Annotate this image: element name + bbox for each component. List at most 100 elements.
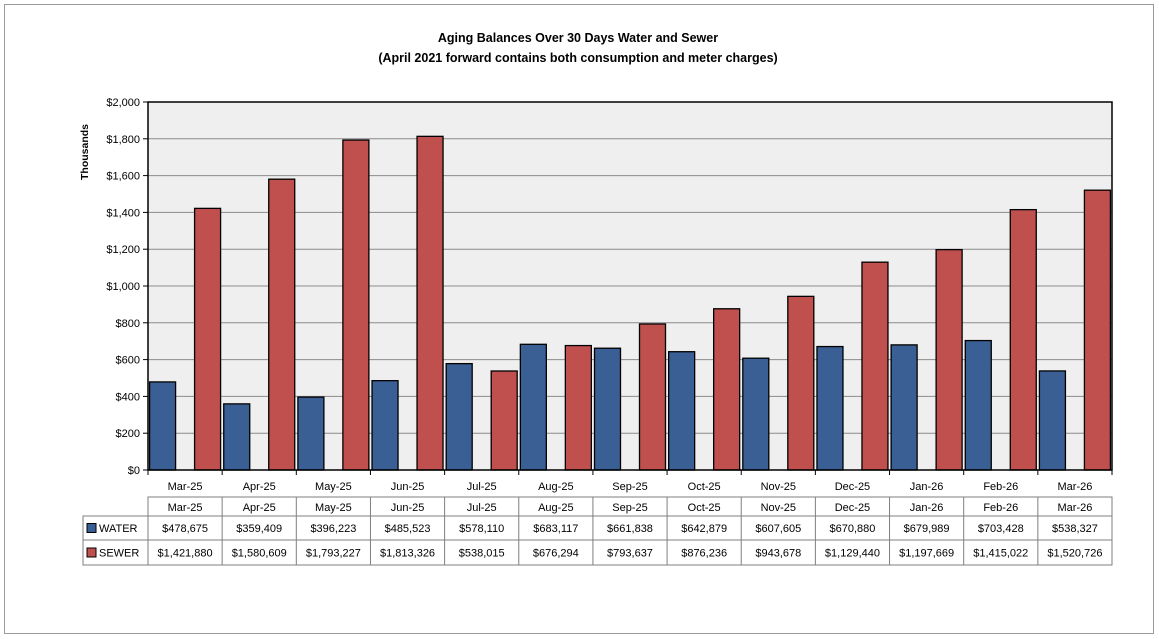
data-label-water: $703,428 — [978, 523, 1024, 535]
bar-water — [816, 345, 844, 471]
bar-sewer — [861, 261, 889, 471]
data-label-water: $538,327 — [1052, 523, 1098, 535]
x-tick-label: Apr-25 — [243, 481, 276, 493]
data-label-sewer: $1,415,022 — [973, 548, 1028, 560]
data-table: Mar-25 Apr-25 May-25 Jun-25 Jul-25 Aug-25 Sep-… — [82, 496, 1113, 566]
table-header-cell: Sep-25 — [612, 502, 647, 514]
data-label-water: $661,838 — [607, 523, 653, 535]
y-tick-label: $800 — [116, 318, 140, 330]
y-tick-label: $400 — [116, 391, 140, 403]
x-tick-label: Mar-25 — [168, 481, 203, 493]
data-label-sewer: $1,813,326 — [380, 548, 435, 560]
data-label-sewer: $793,637 — [607, 548, 653, 560]
y-tick-label: $2,000 — [106, 97, 140, 109]
y-tick-label: $1,000 — [106, 281, 140, 293]
chart-subtitle: (April 2021 forward contains both consum… — [378, 51, 777, 65]
x-tick-label: Dec-25 — [835, 481, 870, 493]
bar-water — [890, 344, 918, 471]
data-label-sewer: $1,793,227 — [306, 548, 361, 560]
data-label-sewer: $676,294 — [533, 548, 579, 560]
bar-water — [1038, 370, 1067, 471]
table-header-cell: Dec-25 — [835, 502, 870, 514]
plot-area: $0 $200 $400 $600 $800 $1,000 $1,200 $1,400 $1,6… — [106, 97, 1113, 493]
y-tick-label: $600 — [116, 355, 140, 367]
legend-swatch-sewer — [86, 547, 97, 558]
table-header-cell: Mar-26 — [1058, 502, 1093, 514]
table-header-cell: May-25 — [315, 502, 352, 514]
data-label-sewer: $538,015 — [459, 548, 505, 560]
plot-border — [147, 101, 1113, 471]
table-header-cell: Aug-25 — [538, 502, 573, 514]
table-header-cell: Oct-25 — [688, 502, 721, 514]
x-tick-label: Mar-26 — [1058, 481, 1093, 493]
y-tick-label: $1,600 — [106, 171, 140, 183]
bar-water — [371, 380, 399, 471]
data-label-water: $670,880 — [830, 523, 876, 535]
table-header-cell: Feb-26 — [983, 502, 1018, 514]
bar-water — [445, 362, 473, 471]
y-tick-label: $1,400 — [106, 207, 140, 219]
data-label-sewer: $876,236 — [681, 548, 727, 560]
table-header-cell: Mar-25 — [168, 502, 203, 514]
bar-sewer — [342, 139, 370, 471]
data-label-water: $396,223 — [310, 523, 356, 535]
bar-sewer — [268, 178, 296, 471]
data-label-water: $578,110 — [459, 523, 504, 535]
x-tick-label: Sep-25 — [612, 481, 647, 493]
data-label-sewer: $1,421,880 — [158, 548, 213, 560]
table-header-cell: Nov-25 — [761, 502, 796, 514]
y-tick-label: $1,800 — [106, 134, 140, 146]
bar-sewer — [1083, 189, 1112, 471]
bar-sewer — [638, 323, 667, 471]
data-label-water: $642,879 — [681, 523, 727, 535]
bar-water — [148, 381, 177, 471]
x-tick-label: Jun-25 — [391, 481, 425, 493]
x-tick-label: Jan-26 — [910, 481, 944, 493]
y-tick-label: $0 — [128, 465, 140, 477]
y-tick-label: $1,200 — [106, 244, 140, 256]
bar-sewer — [787, 295, 815, 471]
x-tick-label: Jul-25 — [467, 481, 497, 493]
table-header-cell: Jul-25 — [467, 502, 497, 514]
y-tick-label: $200 — [116, 428, 140, 440]
table-header-cell: Jan-26 — [910, 502, 944, 514]
legend-swatch-water — [86, 523, 97, 533]
table-row-sewer — [82, 539, 1113, 566]
bar-sewer — [490, 370, 518, 471]
data-label-sewer: $1,129,440 — [825, 548, 880, 560]
bar-water — [223, 403, 251, 471]
bar-sewer — [713, 308, 741, 471]
chart-title: Aging Balances Over 30 Days Water and Se… — [438, 31, 718, 45]
legend-label-water: WATER — [99, 523, 138, 535]
data-label-water: $679,989 — [904, 523, 950, 535]
x-tick-label: Nov-25 — [761, 481, 796, 493]
data-label-water: $607,605 — [755, 523, 801, 535]
bar-water — [742, 357, 770, 471]
data-label-sewer: $943,678 — [755, 548, 801, 560]
x-tick-label: Feb-26 — [983, 481, 1018, 493]
data-label-water: $478,675 — [162, 523, 208, 535]
data-label-sewer: $1,197,669 — [899, 548, 954, 560]
data-label-sewer: $1,580,609 — [232, 548, 287, 560]
x-tick-label: May-25 — [315, 481, 352, 493]
legend-label-sewer: SEWER — [99, 548, 139, 560]
bar-sewer — [564, 344, 592, 471]
bar-sewer — [416, 135, 444, 471]
data-label-water: $359,409 — [236, 523, 282, 535]
bar-sewer — [935, 248, 963, 471]
y-axis-label: Thousands — [79, 124, 91, 180]
table-header-cell: Jun-25 — [391, 502, 425, 514]
table-header-cell: Apr-25 — [243, 502, 276, 514]
data-label-water: $683,117 — [533, 523, 578, 535]
x-tick-label: Oct-25 — [688, 481, 721, 493]
bar-sewer — [193, 207, 222, 471]
data-label-sewer: $1,520,726 — [1047, 548, 1102, 560]
bar-water — [593, 347, 622, 471]
data-label-water: $485,523 — [385, 523, 431, 535]
bar-water — [519, 343, 547, 471]
bar-sewer — [1009, 208, 1037, 471]
bar-water — [668, 351, 696, 471]
bar-water — [297, 396, 325, 471]
bar-water — [964, 339, 992, 471]
